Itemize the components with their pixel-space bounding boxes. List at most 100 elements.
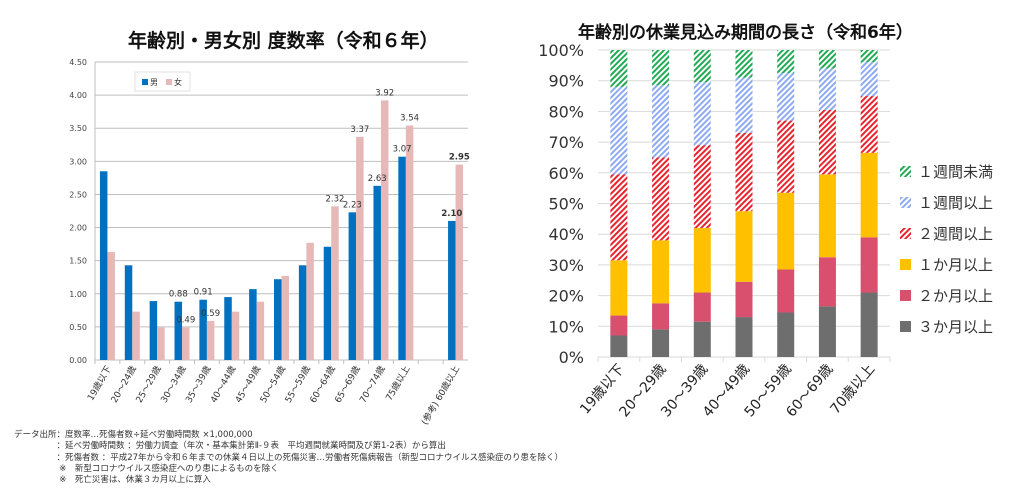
note-line: ※ 死亡災害は、休業３カ月以上に算入	[14, 475, 211, 486]
stacked-segment	[818, 174, 836, 258]
data-label: 3.37	[350, 125, 369, 135]
stacked-segment	[777, 50, 795, 74]
bar-male	[373, 185, 381, 360]
bar-female	[107, 252, 115, 360]
bar-male	[199, 299, 207, 360]
stacked-segment	[777, 192, 795, 270]
legend-box	[134, 71, 191, 92]
bar-female	[356, 136, 364, 360]
bar-female	[157, 327, 165, 360]
data-source-notes: データ出所：度数率…死傷者数÷延べ労働時間数 ×1,000,000 ：延べ労働時…	[14, 430, 563, 486]
y-tick-label: 50%	[548, 195, 584, 214]
stacked-segment	[735, 132, 753, 212]
bar-female	[331, 206, 339, 360]
bar-female	[380, 100, 389, 361]
stacked-segment	[860, 292, 878, 357]
y-tick-label: 80%	[548, 102, 584, 121]
data-label: 0.88	[169, 290, 188, 300]
stacked-segment	[735, 211, 753, 282]
stacked-segment	[818, 50, 836, 69]
stacked-segment	[860, 237, 878, 293]
stacked-segment	[735, 77, 753, 133]
data-label: 3.07	[393, 145, 412, 155]
legend-label: 男	[150, 78, 158, 87]
note-line: ※ 新型コロナウイルス感染症へのり患によるものを除く	[14, 463, 279, 474]
stacked-segment	[818, 68, 836, 110]
data-label: 2.10	[441, 209, 462, 219]
stacked-segment	[652, 50, 670, 86]
y-tick-label: 90%	[548, 72, 584, 91]
legend-swatch	[900, 321, 911, 332]
note-line: データ出所：度数率…死傷者数÷延べ労働時間数 ×1,000,000	[14, 430, 253, 440]
y-tick-label: 1.50	[69, 257, 87, 266]
note-line: ：死傷者数 ：平成27年から令和６年までの休業４日以上の死傷災害…労働者死傷病報…	[14, 452, 564, 463]
stacked-segment	[735, 281, 753, 318]
stacked-segment	[818, 306, 836, 357]
left-chart-title: 年齢別・男女別 度数率（令和６年）	[128, 30, 439, 52]
x-tick-label: (参考) 60歳以上	[419, 363, 463, 426]
y-tick-label: 2.50	[69, 190, 87, 199]
stacked-segment	[860, 96, 878, 153]
bar-female	[256, 301, 265, 360]
y-tick-label: 1.00	[69, 290, 87, 299]
y-tick-label: 70%	[548, 133, 584, 152]
stacked-segment	[735, 317, 753, 357]
stacked-segment	[610, 86, 628, 175]
stacked-segment	[652, 240, 670, 304]
stacked-segment	[818, 257, 836, 307]
stacked-segment	[777, 269, 795, 313]
stacked-segment	[693, 82, 711, 146]
y-tick-label: 10%	[548, 317, 584, 336]
legend-swatch	[900, 228, 911, 239]
y-tick-label: 40%	[548, 225, 584, 244]
y-tick-label: 4.00	[69, 91, 87, 100]
legend-swatch	[142, 79, 148, 85]
bar-male	[174, 301, 183, 360]
y-tick-label: 4.50	[69, 58, 87, 67]
stacked-segment	[610, 174, 628, 261]
y-tick-label: 3.50	[69, 124, 87, 133]
stacked-segment	[610, 50, 628, 87]
data-label: 2.95	[449, 153, 470, 163]
y-tick-label: 0%	[559, 348, 584, 367]
bar-female	[455, 164, 464, 360]
bar-male	[224, 297, 232, 360]
stacked-segment	[777, 312, 795, 357]
bar-female	[132, 311, 140, 360]
stacked-segment	[610, 335, 628, 357]
stacked-segment	[610, 315, 628, 336]
legend-swatch	[900, 259, 911, 270]
bar-female	[281, 275, 289, 360]
y-tick-label: 60%	[548, 164, 584, 183]
legend-label: ２週間以上	[918, 225, 993, 243]
bar-male	[124, 265, 133, 360]
bar-female	[306, 242, 314, 360]
bar-male	[149, 301, 158, 360]
legend-label: 女	[174, 77, 182, 87]
legend-label: ３か月以上	[918, 318, 993, 336]
legend-label: １週間未満	[918, 163, 993, 181]
legend-label: ２か月以上	[918, 287, 993, 305]
y-tick-label: 100%	[538, 41, 584, 60]
data-label: 0.91	[194, 288, 213, 298]
data-label: 2.23	[343, 200, 362, 210]
data-label: 3.54	[400, 114, 419, 124]
bar-female	[182, 327, 190, 360]
bar-female	[405, 125, 414, 360]
stacked-segment	[693, 228, 711, 293]
bar-male	[323, 246, 332, 360]
bar-male	[348, 212, 357, 360]
stacked-segment	[693, 321, 711, 357]
data-label: 2.63	[368, 174, 387, 184]
stacked-segment	[610, 260, 628, 316]
right-chart-title: 年齢別の休業見込み期間の長さ（令和6年）	[578, 23, 913, 43]
legend-swatch	[900, 166, 911, 177]
y-tick-label: 30%	[548, 256, 584, 275]
stacked-segment	[652, 85, 670, 158]
y-tick-label: 0.00	[69, 356, 87, 365]
stacked-segment	[860, 62, 878, 97]
bar-female	[231, 311, 240, 360]
data-label: 0.59	[201, 309, 220, 319]
